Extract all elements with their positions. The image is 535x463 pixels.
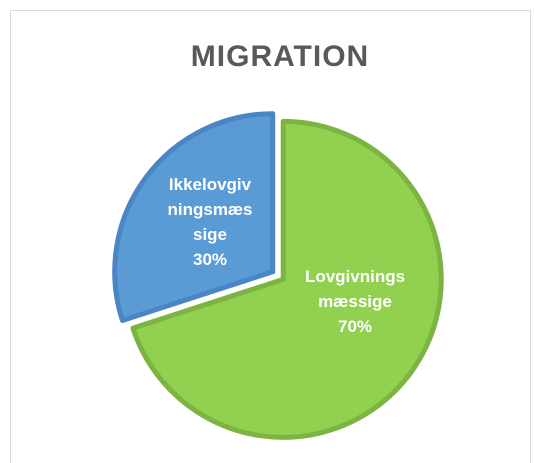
pie-slice — [130, 118, 444, 440]
slice-label: Lovgivnings mæssige — [305, 267, 405, 311]
slice-value-label: 70% — [338, 317, 372, 336]
slice-label: Ikkelovgiv ningsmæs sige — [167, 175, 252, 244]
chart-title: MIGRATION — [191, 40, 369, 73]
slice-value-label: 30% — [193, 250, 227, 269]
pie-slice — [112, 111, 276, 324]
